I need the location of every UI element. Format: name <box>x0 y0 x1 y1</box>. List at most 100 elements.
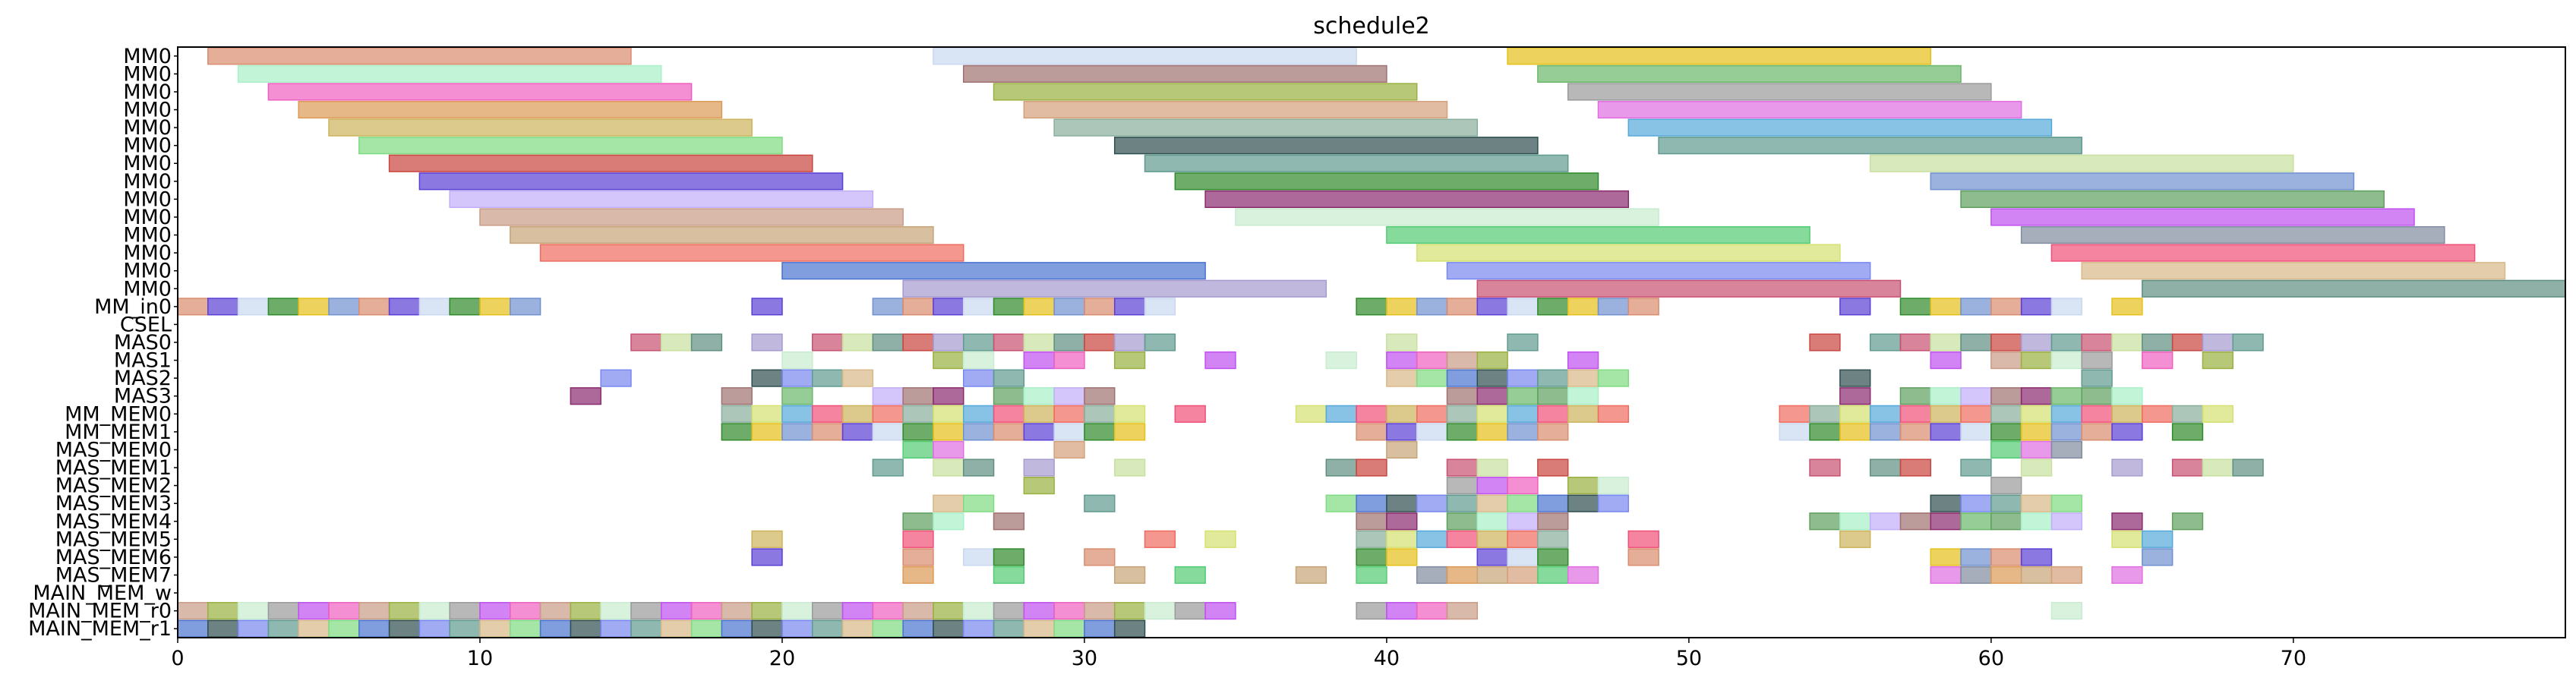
task-bar <box>1144 530 1176 548</box>
task-bar <box>962 298 995 316</box>
task-bar <box>298 298 330 316</box>
task-bar <box>1476 298 1508 316</box>
task-bar <box>993 83 1418 101</box>
task-bar <box>358 602 390 620</box>
task-bar <box>1507 548 1539 566</box>
task-bar <box>1567 83 1992 101</box>
task-bar <box>237 619 270 638</box>
task-bar <box>2050 387 2082 405</box>
task-bar <box>1537 405 1569 423</box>
task-bar <box>1023 459 1055 477</box>
task-bar <box>2020 298 2053 316</box>
task-bar <box>1930 423 1962 441</box>
task-bar <box>872 298 904 316</box>
task-bar <box>1597 477 1630 495</box>
task-bar <box>2111 459 2143 477</box>
task-bar <box>267 619 299 638</box>
task-bar <box>2020 459 2053 477</box>
task-bar <box>781 387 813 405</box>
task-bar <box>1053 333 1085 351</box>
task-bar <box>721 602 753 620</box>
task-bar <box>1537 459 1569 477</box>
task-bar <box>1960 494 1992 512</box>
task-bar <box>1960 298 1992 316</box>
task-bar <box>2171 459 2204 477</box>
task-bar <box>872 619 904 638</box>
row-label: MM0 <box>123 170 172 194</box>
task-bar <box>1325 494 1357 512</box>
row-label: MM0 <box>123 224 172 247</box>
task-bar <box>1204 530 1236 548</box>
task-bar <box>2020 548 2053 566</box>
row-label: MM0 <box>123 188 172 211</box>
task-bar <box>841 333 874 351</box>
task-bar <box>1899 405 1932 423</box>
task-bar <box>1779 423 1810 441</box>
task-bar <box>267 298 299 316</box>
task-bar <box>1476 566 1508 585</box>
task-bar <box>328 619 360 638</box>
task-bar <box>1537 530 1569 548</box>
task-bar <box>1386 602 1418 620</box>
task-bar <box>2142 530 2174 548</box>
task-bar <box>721 387 753 405</box>
task-bar <box>1507 387 1539 405</box>
task-bar <box>872 459 904 477</box>
task-bar <box>2142 279 2566 298</box>
task-bar <box>1476 369 1508 387</box>
row-label: MM_MEM1 <box>65 421 172 444</box>
task-bar <box>1899 459 1932 477</box>
task-bar <box>1325 405 1357 423</box>
task-bar <box>2050 494 2082 512</box>
task-bar <box>933 423 964 441</box>
task-bar <box>2142 405 2174 423</box>
task-bar <box>933 351 964 370</box>
task-bar <box>1658 137 2082 155</box>
x-tick-label: 0 <box>171 647 184 670</box>
task-bar <box>2202 405 2233 423</box>
task-bar <box>1446 477 1479 495</box>
task-bar <box>1416 244 1841 262</box>
task-bar <box>781 351 813 370</box>
row-label: MM0 <box>123 134 172 158</box>
task-bar <box>2020 423 2053 441</box>
task-bar <box>1113 298 1146 316</box>
task-bar <box>690 619 723 638</box>
task-bar <box>1084 494 1116 512</box>
task-bar <box>1023 405 1055 423</box>
task-bar <box>177 298 209 316</box>
task-bar <box>1084 298 1116 316</box>
plot-frame <box>177 46 2566 638</box>
task-bar <box>539 602 572 620</box>
task-bar <box>1356 423 1387 441</box>
task-bar <box>872 387 904 405</box>
task-bar <box>1113 351 1146 370</box>
task-bar <box>1174 602 1206 620</box>
row-label: MAIN_MEM_r1 <box>28 617 172 641</box>
task-bar <box>751 548 783 566</box>
task-bar <box>1446 512 1479 531</box>
row-label: MAS_MEM3 <box>55 492 172 515</box>
task-bar <box>1567 566 1599 585</box>
task-bar <box>1053 405 1085 423</box>
task-bar <box>1476 351 1508 370</box>
task-bar <box>177 602 209 620</box>
task-bar <box>661 333 693 351</box>
task-bar <box>2081 423 2113 441</box>
task-bar <box>1053 351 1085 370</box>
task-bar <box>811 333 844 351</box>
task-bar <box>2081 351 2113 370</box>
task-bar <box>1809 405 1841 423</box>
task-bar <box>1084 333 1116 351</box>
task-bar <box>1416 369 1448 387</box>
task-bar <box>933 405 964 423</box>
task-bar <box>1899 333 1932 351</box>
task-bar <box>933 440 964 459</box>
task-bar <box>751 333 783 351</box>
task-bar <box>298 619 330 638</box>
task-bar <box>2050 512 2082 531</box>
task-bar <box>510 225 934 244</box>
task-bar <box>841 369 874 387</box>
task-bar <box>811 369 844 387</box>
